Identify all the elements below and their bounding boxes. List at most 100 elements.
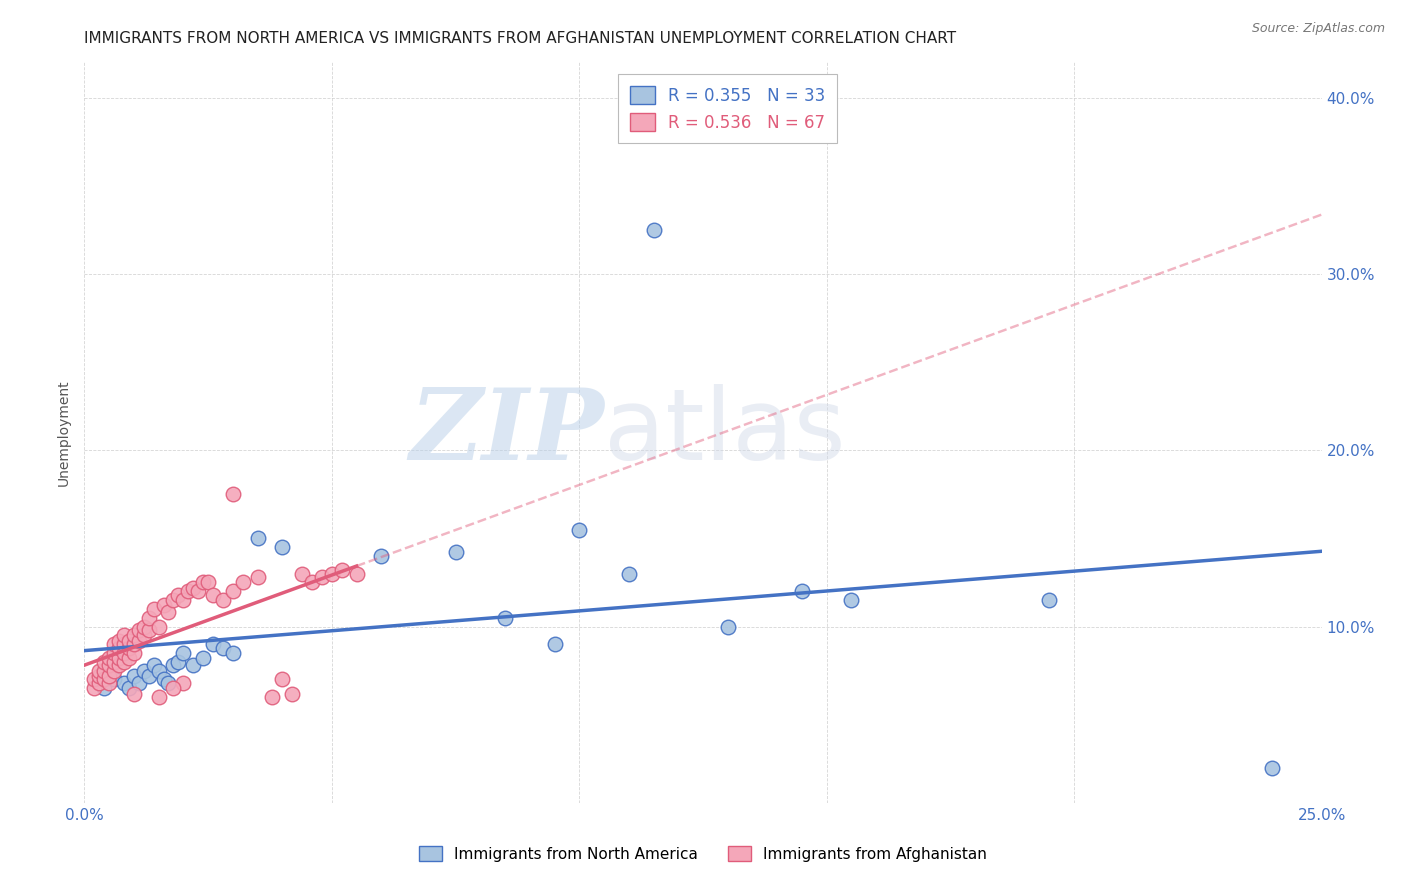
Point [157, 606, 180, 620]
Point [122, 637, 145, 651]
Point [191, 575, 214, 590]
Point [108, 658, 131, 673]
Point [162, 658, 184, 673]
Point [93, 655, 115, 669]
Point [118, 651, 141, 665]
Point [321, 566, 343, 581]
Point [202, 637, 225, 651]
Point [232, 575, 254, 590]
Point [281, 686, 304, 700]
Point [142, 602, 165, 616]
Point [790, 584, 813, 599]
Point [98, 669, 121, 683]
Point [291, 566, 314, 581]
Point [271, 540, 294, 554]
Point [103, 673, 125, 687]
Point [148, 690, 170, 704]
Point [83, 673, 105, 687]
Point [246, 570, 269, 584]
Point [212, 593, 235, 607]
Point [181, 581, 204, 595]
Point [118, 640, 141, 655]
Point [717, 619, 740, 633]
Point [138, 623, 160, 637]
Point [617, 566, 640, 581]
Point [152, 673, 174, 687]
Point [202, 588, 225, 602]
Point [118, 633, 141, 648]
Point [98, 676, 121, 690]
Point [543, 637, 565, 651]
Point [162, 593, 184, 607]
Point [246, 532, 269, 546]
Point [98, 658, 121, 673]
Point [98, 651, 121, 665]
Point [222, 584, 245, 599]
Point [132, 619, 155, 633]
Point [108, 651, 131, 665]
Point [122, 628, 145, 642]
Point [103, 637, 125, 651]
Point [103, 655, 125, 669]
Point [122, 646, 145, 660]
Point [157, 676, 180, 690]
Point [112, 646, 135, 660]
Point [197, 575, 219, 590]
Point [89, 664, 111, 678]
Point [187, 584, 209, 599]
Point [167, 655, 190, 669]
Point [132, 664, 155, 678]
Point [93, 664, 115, 678]
Point [162, 681, 184, 696]
Point [142, 658, 165, 673]
Point [222, 646, 245, 660]
Point [311, 570, 333, 584]
Point [108, 640, 131, 655]
Point [330, 563, 353, 577]
Point [112, 676, 135, 690]
Point [494, 610, 516, 624]
Text: IMMIGRANTS FROM NORTH AMERICA VS IMMIGRANTS FROM AFGHANISTAN UNEMPLOYMENT CORREL: IMMIGRANTS FROM NORTH AMERICA VS IMMIGRA… [84, 31, 956, 46]
Legend: Immigrants from North America, Immigrants from Afghanistan: Immigrants from North America, Immigrant… [411, 838, 995, 869]
Point [89, 676, 111, 690]
Point [138, 669, 160, 683]
Point [112, 655, 135, 669]
Point [122, 686, 145, 700]
Text: ZIP: ZIP [409, 384, 605, 481]
Point [83, 681, 105, 696]
Point [148, 664, 170, 678]
Point [122, 669, 145, 683]
Point [370, 549, 392, 563]
Point [212, 640, 235, 655]
Point [301, 575, 323, 590]
Point [118, 681, 141, 696]
Point [152, 599, 174, 613]
Point [181, 658, 204, 673]
Point [132, 628, 155, 642]
Point [444, 545, 467, 559]
Point [222, 487, 245, 501]
Point [191, 651, 214, 665]
Point [177, 584, 200, 599]
Point [103, 664, 125, 678]
Point [128, 676, 150, 690]
Point [271, 673, 294, 687]
Point [112, 628, 135, 642]
Y-axis label: Unemployment: Unemployment [56, 379, 70, 486]
Point [643, 223, 665, 237]
Point [1261, 760, 1284, 774]
Point [93, 681, 115, 696]
Point [841, 593, 863, 607]
Point [138, 610, 160, 624]
Text: atlas: atlas [605, 384, 845, 481]
Point [103, 646, 125, 660]
Point [172, 593, 194, 607]
Point [108, 633, 131, 648]
Point [112, 637, 135, 651]
Point [148, 619, 170, 633]
Point [172, 676, 194, 690]
Point [1038, 593, 1060, 607]
Point [346, 566, 368, 581]
Text: Source: ZipAtlas.com: Source: ZipAtlas.com [1251, 22, 1385, 36]
Point [172, 646, 194, 660]
